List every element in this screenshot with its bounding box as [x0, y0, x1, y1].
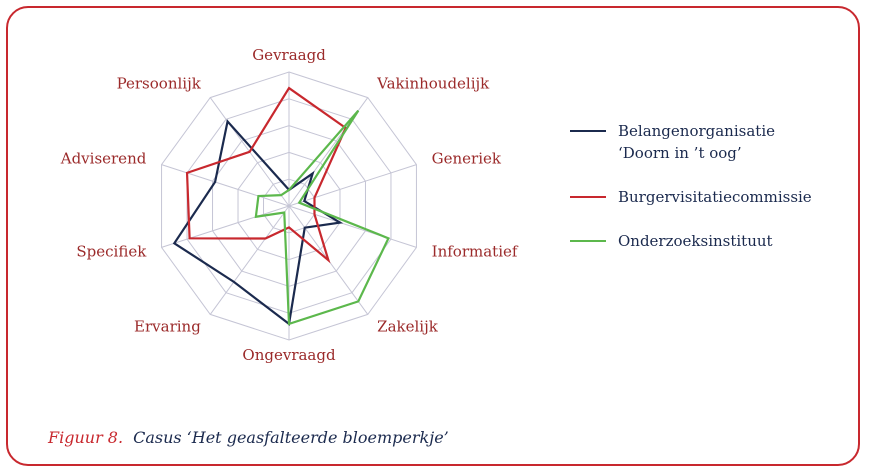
spoke [161, 164, 290, 207]
legend-label: Belangenorganisatie ‘Doorn in ’t oog’ [618, 122, 775, 162]
series-line [185, 86, 348, 264]
axis-label: Specifiek [76, 242, 147, 260]
caption-label: Figuur 8. [48, 428, 124, 447]
axis-label: Vakinhoudelijk [376, 75, 490, 93]
legend-label: Onderzoeksinstituut [618, 232, 773, 250]
legend: Belangenorganisatie ‘Doorn in ’t oog’ Bur… [570, 120, 812, 274]
axis-label: Ervaring [134, 317, 201, 335]
axis-label: Gevraagd [252, 46, 326, 64]
legend-swatch [570, 196, 606, 198]
legend-swatch [570, 130, 606, 132]
legend-item: Onderzoeksinstituut [570, 230, 812, 252]
axis-label: Ongevraagd [242, 346, 336, 364]
axis-label: Zakelijk [377, 317, 439, 335]
series-line [172, 119, 344, 326]
axis-label: Adviserend [60, 150, 147, 168]
axis-label: Persoonlijk [117, 75, 202, 93]
axis-label: Generiek [432, 150, 502, 168]
caption: Figuur 8. Casus ‘Het geasfalteerde bloemp… [48, 428, 449, 447]
series-line [254, 109, 390, 326]
legend-item: Burgervisitatiecommissie [570, 186, 812, 208]
spoke [161, 205, 290, 248]
legend-swatch [570, 240, 606, 242]
legend-label: Burgervisitatiecommissie [618, 188, 812, 206]
legend-item: Belangenorganisatie ‘Doorn in ’t oog’ [570, 120, 812, 164]
spoke [288, 205, 417, 248]
caption-text: Casus ‘Het geasfalteerde bloemperkje’ [133, 428, 449, 447]
spoke [209, 205, 290, 315]
spoke [288, 164, 417, 207]
frame [6, 6, 860, 466]
axis-label: Informatief [432, 242, 519, 260]
